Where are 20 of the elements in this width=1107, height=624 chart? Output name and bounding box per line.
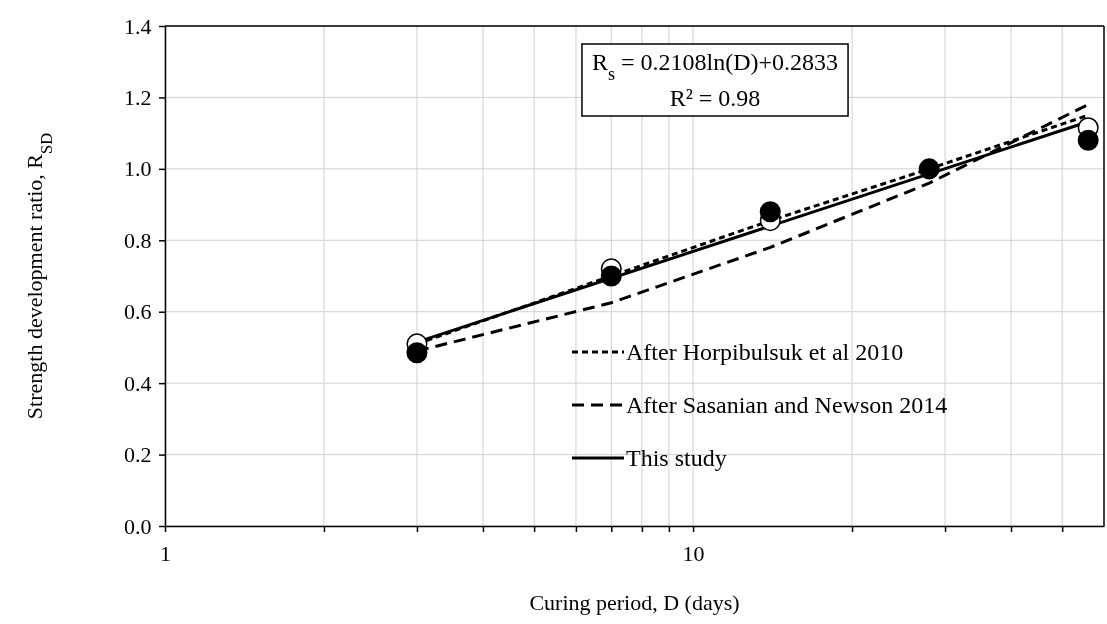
x-tick-label: 1 xyxy=(160,541,171,567)
point xyxy=(600,265,622,287)
y-tick-label: 0.4 xyxy=(124,370,152,396)
annotation: R$_{s}$ = 0.2108ln(D)+0.2833 xyxy=(591,49,839,84)
y-tick-label: 0.8 xyxy=(124,227,152,253)
y-tick-label: 1.0 xyxy=(124,156,152,182)
annotation: R² = 0.98 xyxy=(669,85,761,111)
point xyxy=(759,201,781,223)
y-tick-label: 0.0 xyxy=(124,513,152,539)
point xyxy=(1077,129,1099,151)
x-axis-title: Curing period, D (days) xyxy=(529,590,740,615)
y-tick-label: 0.2 xyxy=(124,442,152,468)
y-tick-label: 0.6 xyxy=(124,299,152,325)
x-tick-label: 10 xyxy=(682,541,705,567)
point xyxy=(918,158,940,180)
y-tick-label: 1.2 xyxy=(124,84,152,110)
legend-label: After Sasanian and Newson 2014 xyxy=(626,392,948,418)
legend-label: This study xyxy=(626,445,727,471)
legend-label: After Horpibulsuk et al 2010 xyxy=(626,339,904,365)
y-tick-label: 1.4 xyxy=(124,13,152,39)
